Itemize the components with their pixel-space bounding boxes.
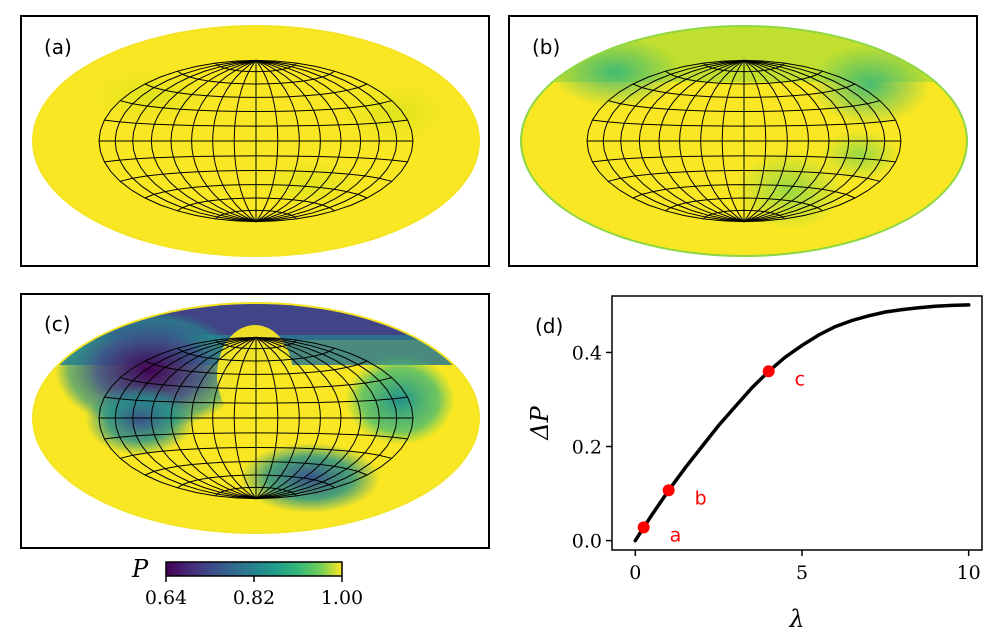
y-tick-label: 0.2 bbox=[572, 437, 602, 459]
parallel-line bbox=[119, 377, 393, 390]
parallel-line bbox=[607, 169, 881, 182]
parallel-line bbox=[607, 100, 881, 113]
x-tick-label: 0 bbox=[629, 562, 641, 584]
highlight-label-b: b bbox=[695, 487, 707, 509]
parallel-line bbox=[104, 119, 408, 127]
parallel-line bbox=[592, 155, 896, 163]
panel-a: (a) bbox=[20, 15, 490, 267]
panel-b-label: (b) bbox=[532, 35, 560, 59]
highlight-point-c bbox=[762, 365, 775, 378]
panel-a-graticule bbox=[98, 59, 414, 223]
parallel-line bbox=[215, 209, 297, 220]
delta-p-curve bbox=[633, 303, 971, 543]
y-tick-label: 0.4 bbox=[572, 342, 602, 364]
colorbar-tick-label: 0.82 bbox=[233, 587, 275, 609]
highlight-label-c: c bbox=[795, 368, 805, 390]
parallel-line bbox=[665, 197, 823, 212]
parallel-line bbox=[177, 474, 335, 489]
x-tick-label: 10 bbox=[957, 562, 981, 584]
parallel-line bbox=[632, 184, 856, 199]
parallel-line bbox=[104, 432, 408, 440]
parallel-line bbox=[119, 169, 393, 182]
y-tick-label: 0.0 bbox=[572, 531, 602, 553]
x-axis-title: λ bbox=[788, 605, 804, 633]
panel-c: (c) bbox=[20, 293, 490, 549]
parallel-line bbox=[665, 70, 823, 85]
panel-d-label: (d) bbox=[535, 314, 563, 338]
parallel-line bbox=[104, 396, 408, 404]
panel-d: (d) 0 5 10 0.0 0.2 0.4 ab c λ ΔP bbox=[526, 295, 983, 633]
x-tick-label: 5 bbox=[796, 562, 808, 584]
highlight-point-a bbox=[637, 521, 650, 534]
parallel-line bbox=[703, 209, 785, 220]
parallel-line bbox=[144, 83, 368, 98]
panel-a-label: (a) bbox=[44, 35, 72, 59]
parallel-line bbox=[119, 100, 393, 113]
parallel-line bbox=[177, 197, 335, 212]
parallel-line bbox=[104, 155, 408, 163]
highlight-point-b bbox=[662, 484, 675, 497]
panel-b-graticule bbox=[586, 59, 902, 223]
parallel-line bbox=[144, 184, 368, 199]
colorbar-tick-label: 0.64 bbox=[145, 587, 187, 609]
parallel-line bbox=[703, 62, 785, 73]
parallel-line bbox=[215, 62, 297, 73]
colorbar: P 0.64 0.82 1.00 bbox=[131, 555, 363, 609]
parallel-line bbox=[177, 347, 335, 362]
colorbar-tick-label: 1.00 bbox=[321, 587, 363, 609]
parallel-line bbox=[177, 70, 335, 85]
parallel-line bbox=[215, 486, 297, 497]
plot-area-frame bbox=[611, 295, 983, 551]
panel-b: (b) bbox=[508, 15, 978, 267]
colorbar-gradient bbox=[165, 561, 343, 577]
panel-c-graticule bbox=[98, 336, 414, 500]
colorbar-title: P bbox=[131, 555, 149, 583]
parallel-line bbox=[144, 360, 368, 375]
parallel-line bbox=[592, 119, 896, 127]
highlight-label-a: a bbox=[670, 524, 682, 546]
panel-c-label: (c) bbox=[44, 312, 71, 336]
parallel-line bbox=[632, 83, 856, 98]
parallel-line bbox=[119, 446, 393, 459]
y-axis-title: ΔP bbox=[526, 405, 554, 440]
parallel-line bbox=[215, 339, 297, 350]
parallel-line bbox=[144, 461, 368, 476]
